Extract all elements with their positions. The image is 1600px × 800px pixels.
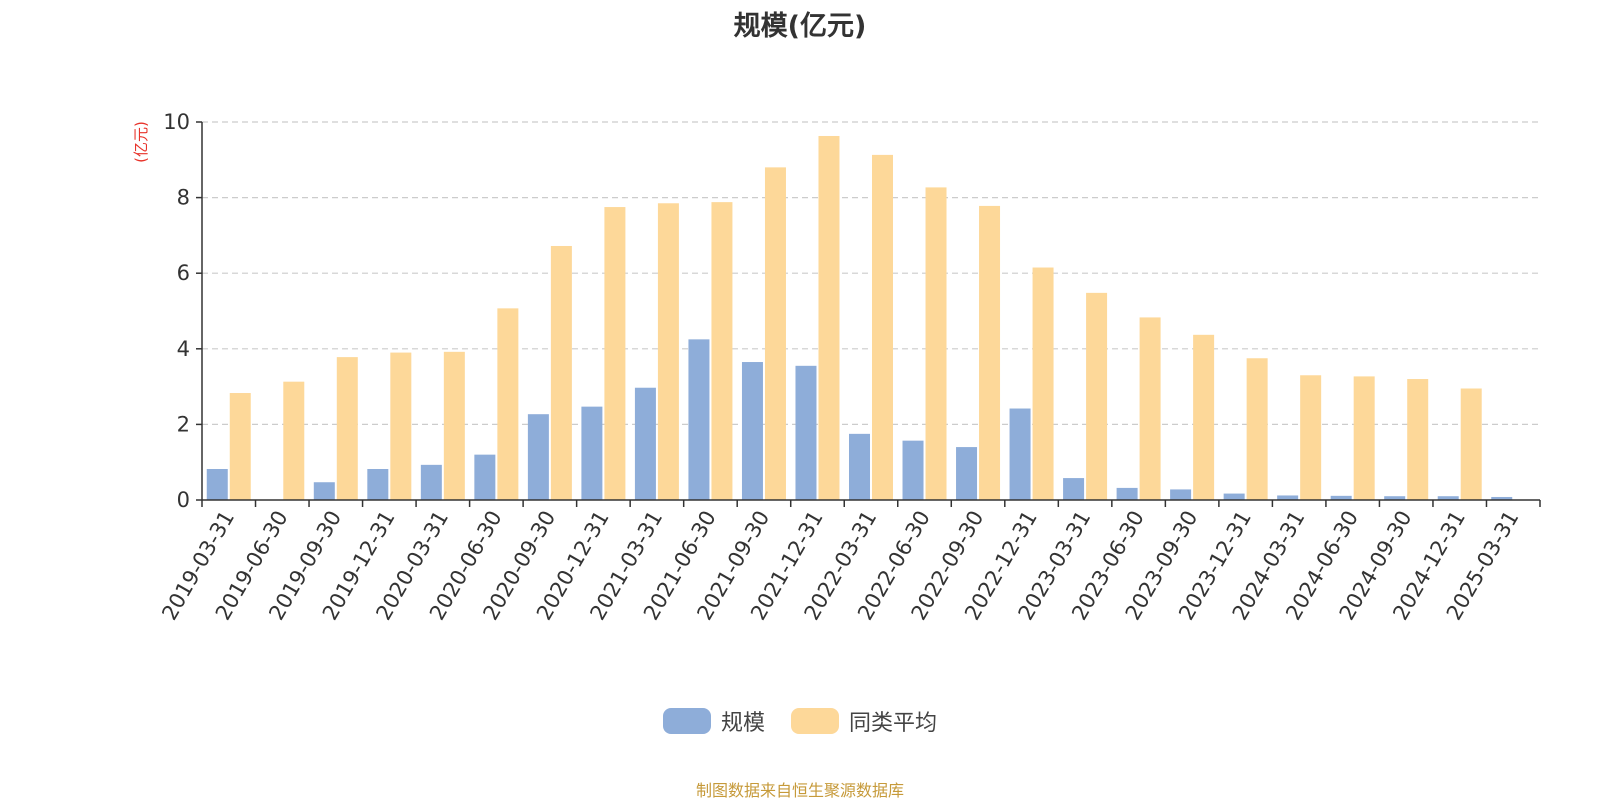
source-note: 制图数据来自恒生聚源数据库 <box>0 781 1600 800</box>
bar-peer-average[interactable] <box>658 203 679 500</box>
bar-scale[interactable] <box>903 441 924 500</box>
bar-peer-average[interactable] <box>1354 376 1375 500</box>
bar-scale[interactable] <box>742 362 763 500</box>
bar-scale[interactable] <box>581 407 602 500</box>
bar-peer-average[interactable] <box>337 357 358 500</box>
bar-peer-average[interactable] <box>926 187 947 500</box>
bar-scale[interactable] <box>1117 488 1138 500</box>
bar-scale[interactable] <box>207 469 228 500</box>
legend-label-scale: 规模 <box>721 705 765 737</box>
bar-scale[interactable] <box>421 465 442 500</box>
bar-scale[interactable] <box>688 339 709 500</box>
bar-scale[interactable] <box>956 447 977 500</box>
bar-peer-average[interactable] <box>1407 379 1428 500</box>
y-tick-label: 8 <box>177 186 190 210</box>
legend-item-peer-average[interactable]: 同类平均 <box>791 705 937 737</box>
bar-scale[interactable] <box>849 434 870 500</box>
y-tick-label: 10 <box>163 110 190 134</box>
bar-peer-average[interactable] <box>390 353 411 500</box>
bar-scale[interactable] <box>1170 489 1191 500</box>
axes: 02468102019-03-312019-06-302019-09-30201… <box>157 110 1540 624</box>
bar-peer-average[interactable] <box>1086 293 1107 500</box>
bar-peer-average[interactable] <box>1247 358 1268 500</box>
legend-swatch-peer-average <box>791 708 839 734</box>
bar-peer-average[interactable] <box>551 246 572 500</box>
bar-peer-average[interactable] <box>283 382 304 500</box>
bar-peer-average[interactable] <box>230 393 251 500</box>
bar-peer-average[interactable] <box>1300 375 1321 500</box>
bar-peer-average[interactable] <box>979 206 1000 500</box>
bar-peer-average[interactable] <box>872 155 893 500</box>
legend-swatch-scale <box>663 708 711 734</box>
bar-peer-average[interactable] <box>604 207 625 500</box>
bar-peer-average[interactable] <box>1140 317 1161 500</box>
bar-peer-average[interactable] <box>1033 268 1054 500</box>
legend-label-peer-average: 同类平均 <box>849 705 937 737</box>
bar-peer-average[interactable] <box>711 202 732 500</box>
bar-scale[interactable] <box>367 469 388 500</box>
bar-peer-average[interactable] <box>765 167 786 500</box>
bar-peer-average[interactable] <box>818 136 839 500</box>
y-tick-label: 4 <box>177 337 190 361</box>
bar-scale[interactable] <box>1224 494 1245 500</box>
legend: 规模 同类平均 <box>0 705 1600 737</box>
bar-scale[interactable] <box>635 388 656 500</box>
y-tick-label: 0 <box>177 488 190 512</box>
bar-scale[interactable] <box>1063 478 1084 500</box>
bar-peer-average[interactable] <box>1193 335 1214 500</box>
y-axis-title: (亿元) <box>132 121 150 163</box>
bars <box>207 136 1512 500</box>
bar-scale[interactable] <box>314 482 335 500</box>
legend-item-scale[interactable]: 规模 <box>663 705 765 737</box>
bar-scale[interactable] <box>528 414 549 500</box>
bar-scale[interactable] <box>795 366 816 500</box>
bar-peer-average[interactable] <box>444 352 465 500</box>
bar-scale[interactable] <box>474 455 495 500</box>
y-tick-label: 2 <box>177 412 190 436</box>
bar-peer-average[interactable] <box>497 308 518 500</box>
bar-scale[interactable] <box>1010 409 1031 500</box>
y-tick-label: 6 <box>177 261 190 285</box>
bar-peer-average[interactable] <box>1461 388 1482 500</box>
